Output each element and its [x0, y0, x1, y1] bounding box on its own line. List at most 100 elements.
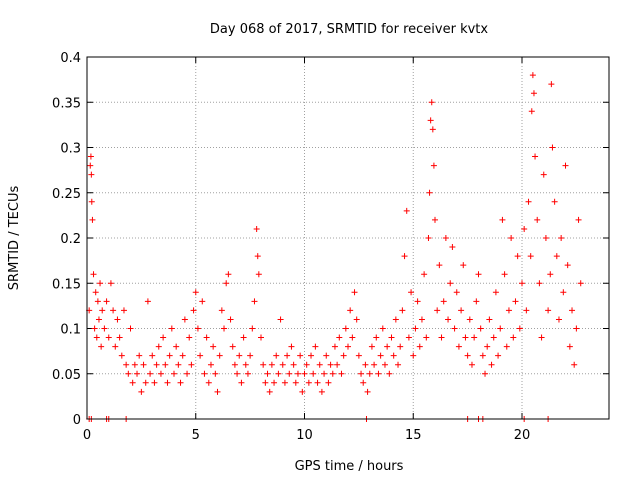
data-point — [247, 352, 254, 359]
data-point — [455, 343, 462, 350]
data-point — [275, 370, 282, 377]
data-point — [290, 361, 297, 368]
data-point — [338, 370, 345, 377]
axis-ticks: 0 5 10 15 20 0 0.05 0.1 0.15 0.2 0.25 0.3 0.35 0.4 — [52, 51, 609, 443]
data-point — [545, 307, 552, 314]
data-point — [482, 370, 489, 377]
data-point — [231, 361, 238, 368]
data-point — [214, 388, 221, 395]
data-point — [266, 388, 273, 395]
data-point — [240, 334, 247, 341]
data-point — [519, 280, 525, 287]
data-point — [381, 361, 388, 368]
data-point — [495, 352, 502, 359]
data-point — [547, 271, 554, 278]
data-point — [405, 334, 412, 341]
data-point — [107, 280, 114, 287]
y-axis-label: SRMTID / TECUs — [7, 186, 22, 291]
data-point — [497, 325, 504, 332]
data-point — [432, 216, 438, 223]
data-point — [438, 334, 445, 341]
data-point — [540, 171, 547, 178]
data-point — [427, 117, 434, 124]
data-point — [345, 343, 351, 350]
data-point — [94, 298, 101, 305]
data-point — [336, 334, 343, 341]
data-point — [466, 316, 473, 323]
y-tick-label: 0.25 — [52, 187, 81, 202]
data-point — [98, 343, 105, 350]
data-point — [323, 352, 330, 359]
data-point — [460, 262, 467, 269]
data-point — [358, 370, 365, 377]
data-points — [86, 72, 584, 422]
data-point — [492, 289, 499, 296]
chart-title: Day 068 of 2017, SRMTID for receiver kvt… — [210, 22, 488, 37]
data-point — [236, 352, 243, 359]
data-point — [360, 379, 367, 386]
data-point — [342, 325, 349, 332]
data-point — [329, 370, 336, 377]
data-point — [384, 343, 391, 350]
data-point — [412, 325, 419, 332]
data-point — [426, 189, 433, 196]
data-point — [91, 325, 98, 332]
data-point — [221, 325, 228, 332]
data-point — [268, 361, 275, 368]
data-point — [271, 379, 278, 386]
data-point — [175, 361, 182, 368]
data-point — [212, 370, 219, 377]
data-point — [528, 108, 535, 115]
data-point — [90, 271, 97, 278]
data-point — [530, 90, 537, 97]
data-point — [525, 198, 532, 205]
data-point — [462, 334, 469, 341]
data-point — [301, 370, 308, 377]
data-point — [142, 379, 149, 386]
data-point — [532, 153, 539, 160]
data-point — [366, 370, 373, 377]
y-tick-label: 0.05 — [52, 368, 81, 383]
data-point — [553, 253, 560, 260]
data-point — [125, 370, 132, 377]
data-point — [305, 379, 312, 386]
data-point — [229, 343, 236, 350]
data-point — [436, 262, 443, 269]
x-axis-label: GPS time / hours — [295, 459, 404, 474]
data-point — [190, 307, 197, 314]
data-point — [428, 99, 435, 106]
x-tick-label: 20 — [514, 428, 531, 443]
data-point — [555, 316, 562, 323]
data-point — [364, 388, 371, 395]
data-point — [375, 370, 382, 377]
data-point — [564, 262, 571, 269]
data-point — [277, 316, 284, 323]
data-point — [445, 316, 452, 323]
data-point — [468, 361, 475, 368]
plot-frame — [86, 56, 610, 420]
y-tick-label: 0.2 — [60, 232, 81, 247]
data-point — [353, 316, 360, 323]
data-point — [571, 361, 578, 368]
data-point — [503, 343, 510, 350]
data-point — [92, 289, 99, 296]
data-point — [147, 370, 154, 377]
x-tick-label: 10 — [296, 428, 313, 443]
data-point — [164, 379, 171, 386]
data-point — [181, 316, 188, 323]
data-point — [501, 271, 508, 278]
data-point — [316, 361, 323, 368]
data-point — [188, 361, 195, 368]
data-point — [340, 352, 347, 359]
data-point — [168, 325, 175, 332]
data-point — [471, 334, 478, 341]
data-point — [273, 352, 280, 359]
data-point — [368, 343, 375, 350]
data-point — [238, 379, 245, 386]
data-point — [110, 307, 117, 314]
data-point — [95, 316, 102, 323]
data-point — [434, 307, 441, 314]
data-point — [548, 81, 555, 88]
data-point — [349, 334, 356, 341]
